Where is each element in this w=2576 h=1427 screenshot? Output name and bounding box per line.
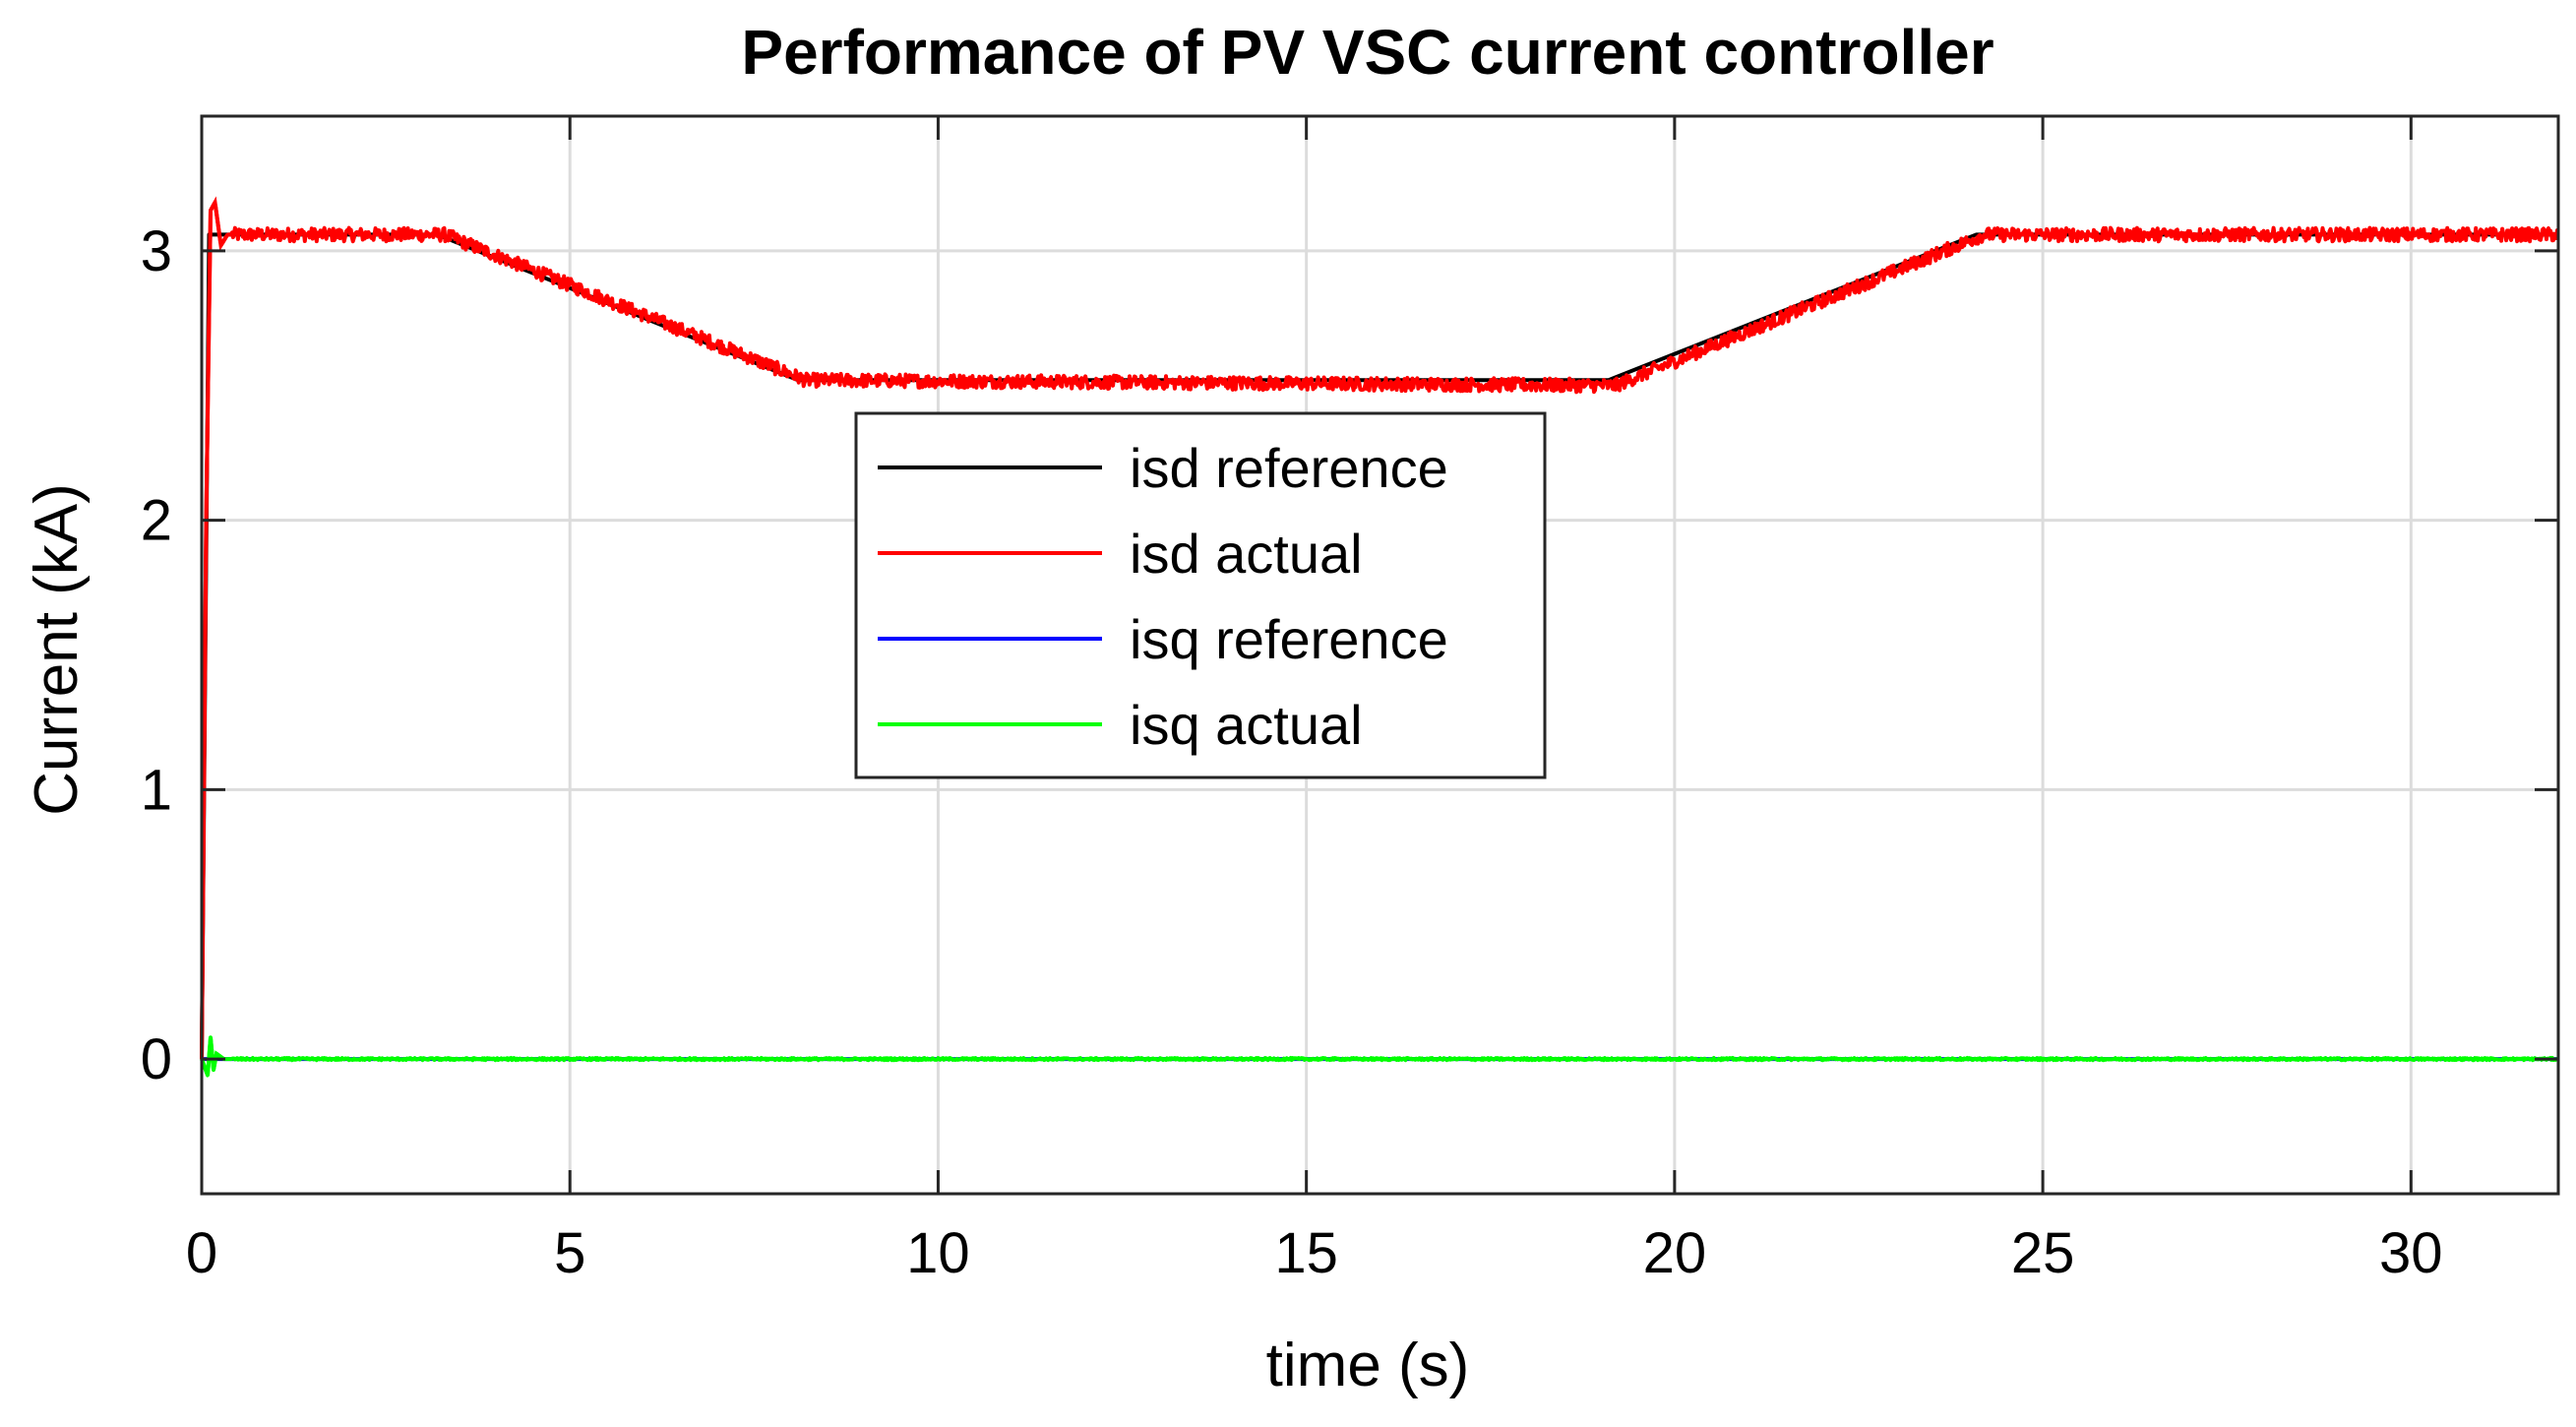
legend-label: isd reference	[1130, 437, 1448, 499]
series-line-isq-actual	[200, 1035, 2560, 1078]
legend-label: isq reference	[1130, 608, 1448, 670]
legend: isd reference isd actual isq reference isq …	[854, 411, 1547, 779]
y-tick-label: 1	[141, 758, 172, 822]
axes-box	[200, 114, 2560, 1196]
ticks: 0 5 10 15 20 25 30 0 1 2 3	[141, 116, 2558, 1285]
x-tick-label: 5	[554, 1221, 585, 1285]
series-line-isd-actual	[200, 201, 2560, 1060]
chart-title: Performance of PV VSC current controller	[741, 17, 1993, 88]
y-axis-label: Current (kA)	[23, 483, 91, 816]
legend-box	[854, 411, 1547, 779]
legend-label: isq actual	[1130, 694, 1363, 756]
x-tick-label: 10	[906, 1221, 970, 1285]
x-tick-label: 15	[1274, 1221, 1338, 1285]
x-tick-label: 30	[2379, 1221, 2443, 1285]
x-tick-label: 25	[2011, 1221, 2075, 1285]
x-tick-label: 20	[1643, 1221, 1707, 1285]
y-tick-label: 2	[141, 489, 172, 553]
x-tick-label: 0	[186, 1221, 217, 1285]
legend-label: isd actual	[1130, 523, 1363, 585]
series-layer	[200, 196, 2560, 1078]
y-tick-label: 3	[141, 219, 172, 283]
x-axis-label: time (s)	[1266, 1332, 1470, 1399]
y-tick-label: 0	[141, 1027, 172, 1091]
